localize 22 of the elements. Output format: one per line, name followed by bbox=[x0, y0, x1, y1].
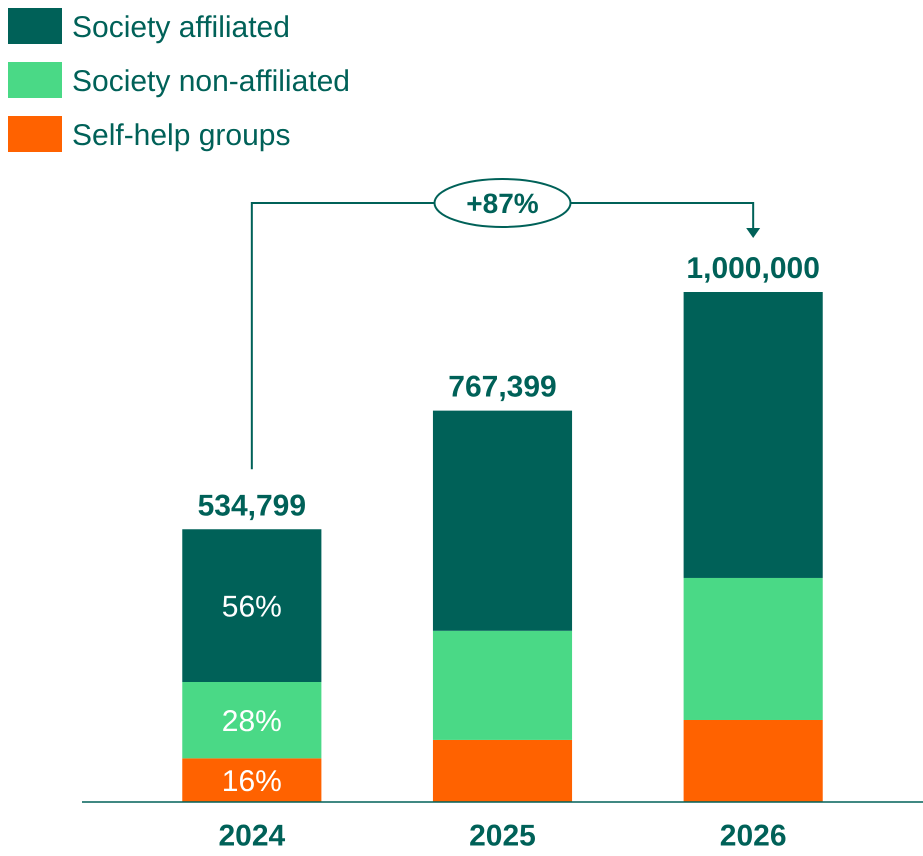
total-label: 534,799 bbox=[198, 489, 306, 522]
bar bbox=[432, 410, 572, 631]
annotation: 16% bbox=[222, 765, 282, 798]
x-tick-label: 2026 bbox=[720, 819, 787, 852]
bar bbox=[432, 630, 572, 740]
bar bbox=[182, 529, 322, 682]
text: +87% bbox=[466, 188, 539, 219]
annotation: 56% bbox=[222, 590, 282, 624]
bar bbox=[684, 578, 823, 720]
bar bbox=[182, 682, 322, 758]
legend-label: Society non-affiliated bbox=[72, 65, 350, 98]
x-tick-label: 2024 bbox=[218, 819, 286, 852]
annotation: 28% bbox=[222, 705, 282, 738]
bar bbox=[684, 720, 823, 802]
bar bbox=[684, 292, 823, 578]
total-label: 1,000,000 bbox=[686, 252, 820, 285]
legend-label: Society affiliated bbox=[72, 11, 290, 44]
legend-label: Self-help groups bbox=[72, 119, 290, 152]
bar bbox=[182, 758, 322, 802]
bar bbox=[432, 740, 572, 802]
total-label: 767,399 bbox=[448, 370, 557, 404]
x-tick-label: 2025 bbox=[469, 819, 536, 852]
